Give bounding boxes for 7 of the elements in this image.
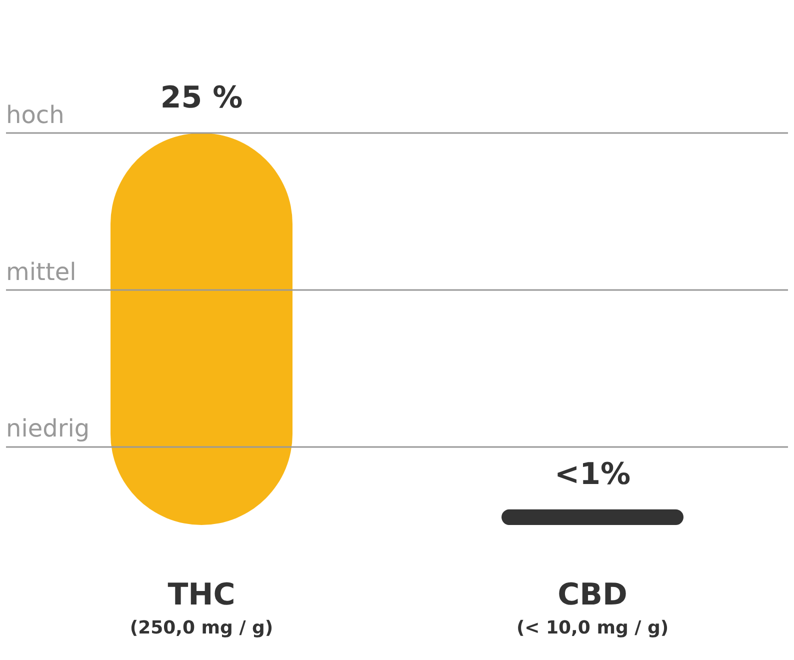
x-tick-label: THC (250,0 mg / g) bbox=[130, 578, 274, 638]
x-tick-label: CBD (< 10,0 mg / g) bbox=[516, 578, 669, 638]
ref-line-label: niedrig bbox=[6, 414, 90, 443]
ref-line-label: hoch bbox=[6, 101, 64, 129]
data-label: <1% bbox=[554, 456, 631, 492]
ref-line-label: mittel bbox=[6, 258, 76, 286]
data-label: 25 % bbox=[160, 80, 243, 116]
